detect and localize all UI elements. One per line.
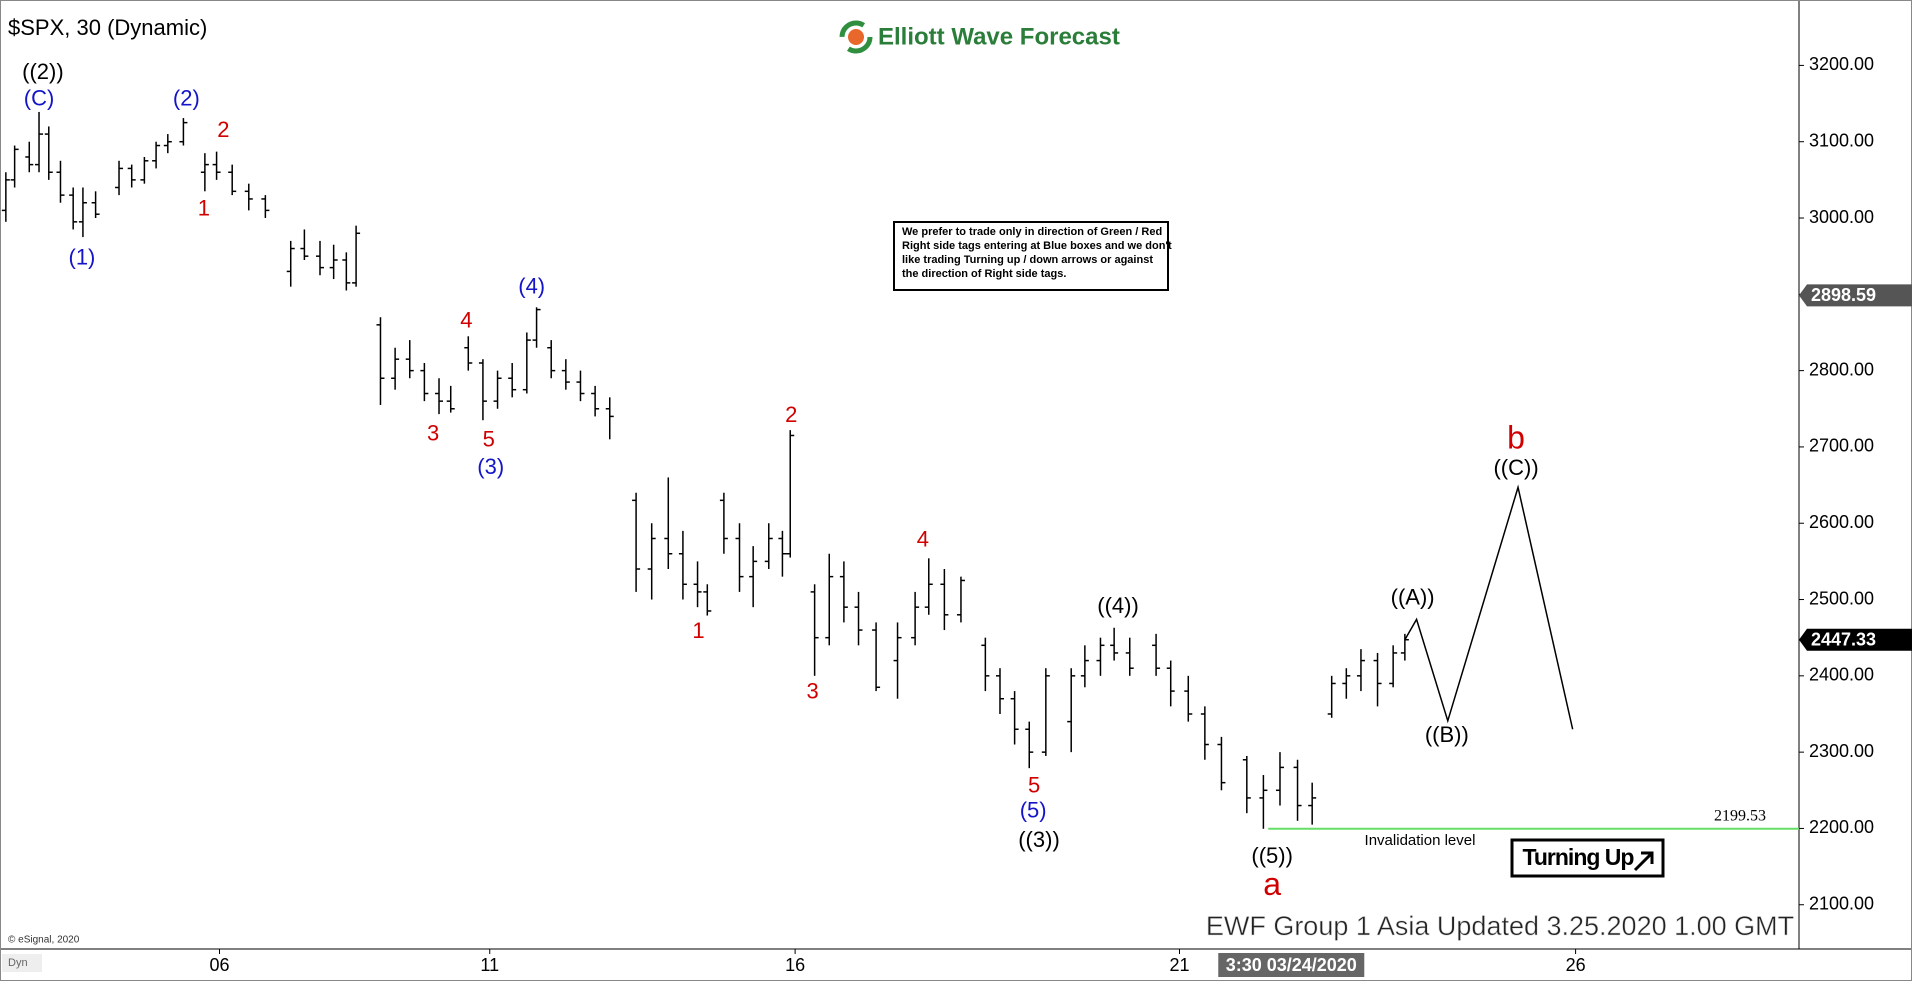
wave-label: 4 — [917, 527, 929, 552]
notice-line: the direction of Right side tags. — [902, 268, 1066, 280]
wave-label: (2) — [173, 86, 200, 111]
wave-label: 1 — [692, 618, 704, 643]
wave-label: (3) — [477, 454, 504, 479]
badge-arrow — [1633, 851, 1654, 872]
price-bars — [1, 111, 1409, 829]
invalidation-label: Invalidation level — [1365, 832, 1476, 849]
wave-label: ((3)) — [1018, 827, 1060, 852]
x-tick-label: 16 — [785, 955, 805, 975]
y-tick-label: 3100.00 — [1809, 130, 1874, 150]
wave-label: ((C)) — [1493, 455, 1538, 480]
y-tick-label: 3000.00 — [1809, 207, 1874, 227]
wave-label: ((2)) — [22, 59, 64, 84]
invalidation-value: 2199.53 — [1714, 807, 1766, 824]
wave-label: (C) — [24, 86, 55, 111]
x-tick-label: 26 — [1566, 955, 1586, 975]
wave-label: 5 — [1028, 772, 1040, 797]
x-tick-label: 06 — [209, 955, 229, 975]
wave-label: ((4)) — [1097, 593, 1139, 618]
price-tag — [1799, 628, 1912, 651]
footer: EWF Group 1 Asia Updated 3.25.2020 1.00 … — [1206, 911, 1794, 941]
notice-line: like trading Turning up / down arrows or… — [902, 254, 1153, 266]
projection-path — [1404, 484, 1574, 730]
notice-line: We prefer to trade only in direction of … — [902, 226, 1162, 238]
notice-box — [893, 221, 1169, 291]
logo-icon-core — [848, 29, 864, 45]
wave-label: b — [1507, 420, 1525, 456]
y-tick-label: 2200.00 — [1809, 817, 1874, 837]
copyright: © eSignal, 2020 — [8, 935, 80, 946]
x-tick-label: 11 — [480, 955, 499, 975]
price-tag — [1799, 284, 1912, 307]
wave-label: (5) — [1020, 797, 1047, 822]
notice-line: Right side tags entering at Blue boxes a… — [902, 240, 1172, 252]
y-tick-label: 2400.00 — [1809, 665, 1874, 685]
logo: Elliott Wave Forecast — [839, 20, 1120, 54]
wave-label: (4) — [518, 273, 545, 298]
brand: Elliott Wave Forecast — [878, 23, 1120, 50]
y-tick-label: 3200.00 — [1809, 54, 1874, 74]
x-tick-label: 21 — [1169, 955, 1189, 975]
wave-label: 4 — [460, 308, 472, 333]
wave-label: 1 — [198, 195, 210, 220]
chart-title: $SPX, 30 (Dynamic) — [8, 15, 207, 40]
logo-icon — [839, 20, 873, 54]
badge-box — [1510, 838, 1665, 878]
y-tick-label: 2800.00 — [1809, 359, 1874, 379]
x-cursor-label: 3:30 03/24/2020 — [1226, 955, 1357, 975]
price-tag-label: 2898.59 — [1811, 285, 1876, 305]
y-tick-label: 2600.00 — [1809, 512, 1874, 532]
wave-label: 3 — [427, 421, 439, 446]
y-tick-label: 2700.00 — [1809, 436, 1874, 456]
corner-label: Dyn — [8, 957, 28, 969]
wave-label: 3 — [807, 678, 819, 703]
y-tick-label: 2300.00 — [1809, 741, 1874, 761]
wave-label: 2 — [217, 117, 229, 142]
badge: Turning Up — [1523, 844, 1635, 870]
wave-label: 2 — [785, 402, 797, 427]
corner-box — [2, 954, 42, 972]
x-cursor-box — [1218, 953, 1365, 977]
wave-label: (1) — [69, 244, 96, 269]
y-tick-label: 2100.00 — [1809, 893, 1874, 913]
wave-label: ((A)) — [1391, 585, 1435, 610]
y-tick-label: 2500.00 — [1809, 588, 1874, 608]
wave-label: a — [1263, 866, 1281, 902]
wave-label: ((5)) — [1251, 843, 1293, 868]
wave-label: 5 — [483, 427, 495, 452]
wave-label: ((B)) — [1425, 722, 1469, 747]
price-tag-label: 2447.33 — [1811, 629, 1876, 649]
